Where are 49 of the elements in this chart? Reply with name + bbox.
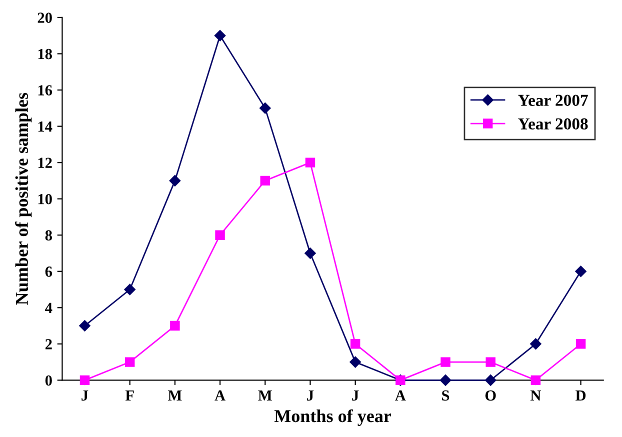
point bbox=[169, 175, 181, 186]
point bbox=[124, 284, 136, 296]
y-axis-title: Number of positive samples bbox=[15, 92, 32, 305]
x-tick-label: O bbox=[485, 390, 496, 401]
point bbox=[305, 158, 316, 168]
point bbox=[170, 320, 180, 331]
point bbox=[260, 102, 271, 114]
x-tick-label: N bbox=[530, 390, 542, 401]
point bbox=[215, 230, 225, 240]
x-tick-label: M bbox=[258, 390, 272, 401]
x-tick-label: A bbox=[214, 390, 226, 401]
x-tick-label: D bbox=[576, 390, 586, 401]
point bbox=[350, 356, 361, 368]
point bbox=[214, 30, 226, 42]
point bbox=[440, 357, 450, 367]
y-tick-label: 6 bbox=[45, 266, 52, 277]
x-tick-label: M bbox=[168, 390, 182, 401]
y-tick-label: 20 bbox=[38, 12, 52, 23]
x-tick-label: S bbox=[442, 390, 450, 401]
y-tick-label: 2 bbox=[45, 339, 52, 350]
x-axis-title: Months of year bbox=[274, 409, 392, 426]
point bbox=[350, 339, 360, 349]
y-tick-label: 10 bbox=[38, 194, 52, 204]
point bbox=[260, 176, 270, 186]
point bbox=[79, 320, 90, 332]
point bbox=[486, 357, 496, 367]
point bbox=[304, 248, 316, 259]
point bbox=[124, 357, 135, 367]
point bbox=[576, 339, 586, 349]
legend-label: Year 2008 bbox=[518, 118, 588, 130]
x-tick-label: A bbox=[395, 390, 406, 401]
point bbox=[484, 374, 496, 386]
y-tick-label: 8 bbox=[45, 230, 52, 241]
point bbox=[530, 375, 541, 386]
x-tick-label: F bbox=[125, 390, 134, 401]
y-tick-label: 4 bbox=[45, 302, 52, 313]
point bbox=[575, 266, 586, 277]
point bbox=[530, 338, 542, 350]
point bbox=[80, 375, 90, 386]
y-tick-label: 18 bbox=[38, 48, 52, 60]
y-tick-label: 0 bbox=[45, 375, 52, 386]
legend-label: Year 2007 bbox=[518, 94, 588, 106]
x-tick-label: J bbox=[307, 390, 314, 401]
y-tick-label: 12 bbox=[38, 158, 52, 168]
point bbox=[440, 374, 452, 386]
y-tick-label: 16 bbox=[38, 85, 52, 96]
x-tick-label: J bbox=[352, 390, 359, 401]
y-tick-label: 14 bbox=[38, 122, 52, 132]
x-tick-label: J bbox=[82, 390, 88, 401]
